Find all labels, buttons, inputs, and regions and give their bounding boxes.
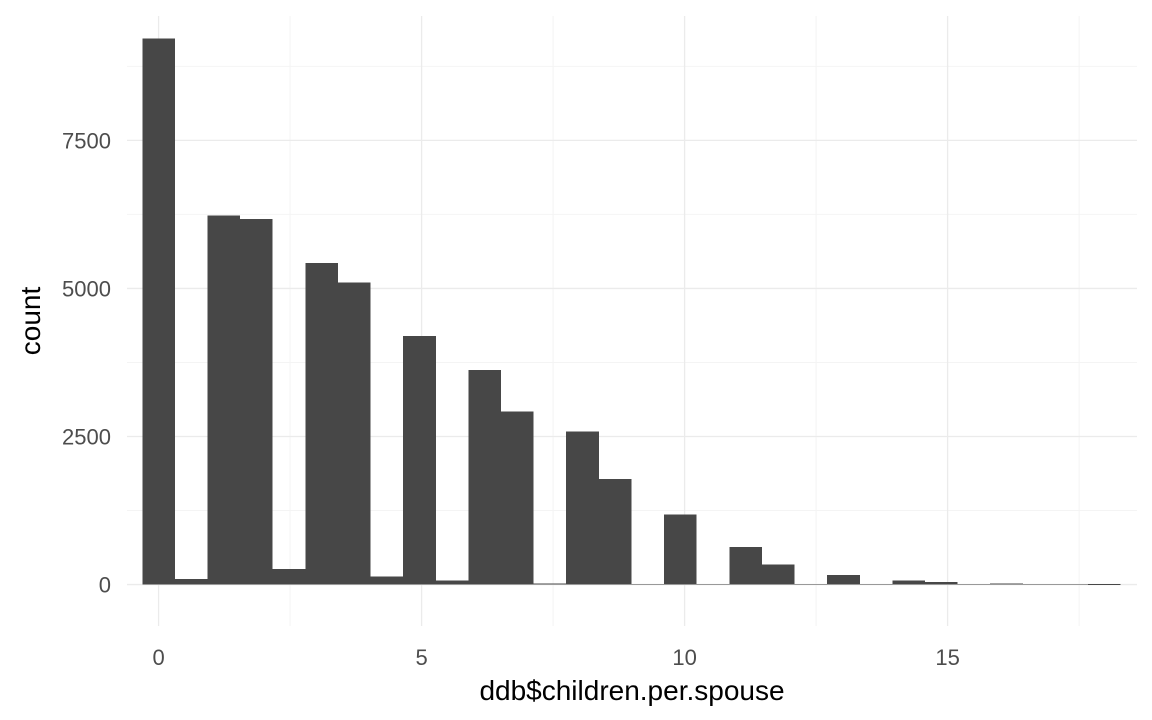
x-axis-tick-labels: 0 5 10 15 [152,645,959,670]
x-tick-label: 0 [152,645,164,670]
histogram-bar [305,262,338,585]
x-tick-label: 5 [415,645,427,670]
x-tick-label: 10 [672,645,696,670]
y-axis-title: count [15,287,46,356]
histogram-bar [370,576,404,585]
histogram-bar [598,479,632,585]
histogram-bar [240,219,273,585]
histogram-bar [957,584,991,586]
histogram-bar [403,335,436,585]
x-axis-title: ddb$children.per.spouse [479,675,784,706]
histogram-bar [533,583,567,585]
histogram-bar [827,575,860,585]
histogram-bar [892,580,926,585]
histogram-bar [1022,583,1056,585]
x-tick-label: 15 [935,645,959,670]
histogram-bar [142,38,175,585]
histogram-bar [435,580,469,585]
histogram-bar [631,584,665,586]
histogram-bar [468,370,502,585]
histogram-bar [794,584,828,586]
y-tick-label: 7500 [62,128,111,153]
histogram-bar [729,547,762,585]
y-tick-label: 0 [99,573,111,598]
histogram-bar [337,282,371,585]
major-gridlines [127,16,1137,626]
histogram-bar [761,564,795,585]
histogram-bar [664,514,697,585]
histogram-bar [925,582,958,585]
y-axis-tick-labels: 0 2500 5000 7500 [62,128,111,597]
y-tick-label: 2500 [62,424,111,449]
histogram-bar [501,411,534,585]
histogram-bar [1055,584,1089,586]
histogram-bar [566,431,599,585]
histogram-bar [696,584,730,586]
histogram-bars [142,38,1121,586]
histogram-bar [1088,584,1121,585]
histogram-bar [990,583,1023,585]
histogram-bar [174,579,208,585]
histogram-bar [859,584,893,586]
histogram-bar [272,569,306,585]
histogram-bar [207,215,241,585]
y-tick-label: 5000 [62,276,111,301]
minor-gridlines [127,16,1137,626]
